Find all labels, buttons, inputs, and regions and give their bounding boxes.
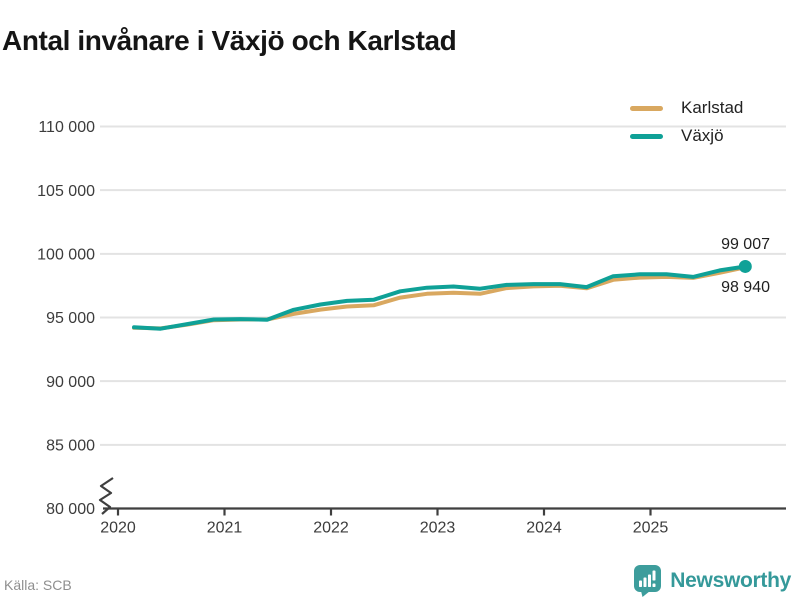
series-line-vxj <box>132 264 748 331</box>
x-tick-label: 2020 <box>100 520 136 537</box>
legend-label-karlstad: Karlstad <box>681 98 744 117</box>
legend-label-vaxjo: Växjö <box>681 126 724 145</box>
axis-break-icon <box>98 477 114 515</box>
vaxjo-value-label: 99 007 <box>721 236 770 254</box>
legend-item-vaxjo: Växjö <box>630 126 743 146</box>
x-tick-label: 2022 <box>313 520 349 537</box>
y-tick-label: 100 000 <box>37 246 95 263</box>
y-tick-label: 95 000 <box>46 310 95 327</box>
series-end-dot <box>738 259 752 273</box>
y-tick-label: 85 000 <box>46 437 95 454</box>
x-tick-label: 2021 <box>207 520 243 537</box>
vaxjo-line-swatch <box>630 133 663 139</box>
page-title: Antal invånare i Växjö och Karlstad <box>2 24 457 56</box>
x-tick-label: 2024 <box>526 520 562 537</box>
karlstad-value-label: 98 940 <box>721 279 770 297</box>
y-tick-label: 110 000 <box>38 119 95 136</box>
newsworthy-bubble-chart-icon <box>634 565 662 597</box>
newsworthy-wordmark: Newsworthy <box>670 568 791 592</box>
y-tick-label: 90 000 <box>46 374 95 391</box>
x-tick-label: 2023 <box>420 520 456 537</box>
y-tick-label: 105 000 <box>37 183 95 200</box>
x-tick-label: 2025 <box>633 520 669 537</box>
chart-legend: Karlstad Växjö <box>630 98 743 146</box>
newsworthy-logo[interactable]: Newsworthy <box>633 564 791 597</box>
source-note: Källa: SCB <box>4 577 72 593</box>
karlstad-line-swatch <box>630 105 663 111</box>
y-tick-label: 80 000 <box>46 501 95 518</box>
legend-item-karlstad: Karlstad <box>630 98 743 118</box>
